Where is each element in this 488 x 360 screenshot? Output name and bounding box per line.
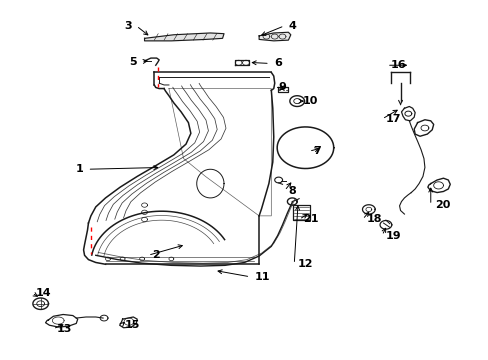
Text: 8: 8 [288, 186, 296, 196]
Text: 6: 6 [273, 58, 281, 68]
Text: 9: 9 [278, 82, 286, 92]
Text: 13: 13 [57, 324, 72, 334]
Text: 20: 20 [434, 200, 449, 210]
Text: 5: 5 [129, 57, 137, 67]
Text: 18: 18 [366, 215, 381, 224]
Text: 16: 16 [390, 60, 406, 70]
Text: 12: 12 [298, 259, 313, 269]
Text: 3: 3 [124, 21, 132, 31]
Text: 17: 17 [385, 114, 401, 124]
Text: 1: 1 [76, 164, 83, 174]
Text: 14: 14 [36, 288, 51, 298]
Text: 10: 10 [303, 96, 318, 106]
Text: 4: 4 [288, 21, 296, 31]
Text: 2: 2 [152, 250, 159, 260]
Text: 7: 7 [312, 146, 320, 156]
Text: 19: 19 [385, 231, 401, 240]
Text: 11: 11 [254, 272, 269, 282]
Text: 21: 21 [303, 215, 318, 224]
Polygon shape [144, 33, 224, 41]
Text: 15: 15 [125, 320, 140, 330]
Polygon shape [259, 32, 290, 41]
